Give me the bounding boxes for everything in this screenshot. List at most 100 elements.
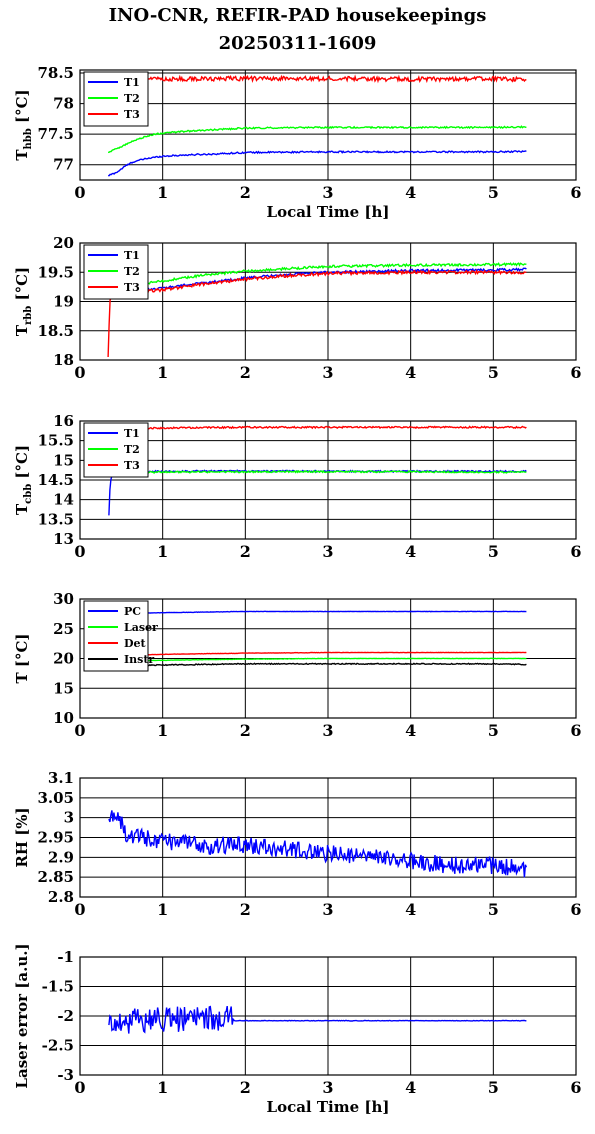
y-tick-label: 78 [53, 95, 74, 113]
y-tick-label: 14 [53, 491, 74, 509]
series-line-t3 [107, 74, 527, 84]
y-tick-label: 15 [53, 451, 74, 469]
y-tick-label: 18.5 [37, 322, 74, 340]
x-tick-label: 1 [157, 542, 168, 561]
x-tick-label: 4 [405, 721, 416, 740]
x-tick-label: 3 [322, 1078, 333, 1097]
plot-frame [79, 598, 577, 719]
y-tick-label: 20 [53, 650, 74, 668]
plot-frame [79, 777, 577, 898]
y-tick-label: -1 [57, 948, 74, 966]
x-tick-label: 3 [322, 900, 333, 919]
y-axis-label: RH [%] [13, 807, 31, 867]
series-line-pc [108, 610, 527, 615]
plot-frame [79, 69, 577, 181]
x-tick-label: 4 [405, 900, 416, 919]
legend-label: T2 [124, 443, 140, 456]
x-tick-label: 4 [405, 363, 416, 382]
x-tick-label: 0 [74, 363, 85, 382]
legend-label: Instr [124, 653, 154, 666]
legend: T1 T2 T3 [83, 422, 149, 478]
y-tick-label: 10 [53, 709, 74, 727]
y-tick-label: 18 [53, 351, 74, 369]
legend-label: T1 [124, 76, 140, 89]
y-axis-label: T [°C] [13, 633, 31, 683]
y-tick-label: -1.5 [42, 978, 74, 996]
x-tick-label: 0 [74, 1078, 85, 1097]
series-line-data [108, 1005, 527, 1034]
y-tick-label: 14.5 [37, 471, 74, 489]
y-tick-label: 78.5 [37, 64, 74, 82]
x-tick-label: 0 [74, 900, 85, 919]
x-tick-label: 1 [157, 721, 168, 740]
series-line-t2 [110, 469, 527, 475]
y-tick-label: 30 [53, 590, 74, 608]
chart-panel-4: 0 1 2 3 4 5 6 10 15 20 25 30 T [°C] PC Laser Det Instr [13, 590, 582, 740]
legend-label: Laser [124, 621, 158, 634]
x-tick-label: 3 [322, 721, 333, 740]
legend-label: T1 [124, 249, 140, 262]
chart-panel-2: 0 1 2 3 4 5 6 18 18.5 19 19.5 20 Trbb [°C] T1 T2 T3 [13, 234, 582, 382]
x-tick-label: 3 [322, 183, 333, 202]
y-tick-label: 77 [53, 156, 74, 174]
y-axis-label: Laser error [a.u.] [13, 943, 31, 1088]
series-line-t3 [107, 268, 527, 358]
x-axis-label: Local Time [h] [267, 1098, 390, 1116]
y-tick-label: 19 [53, 293, 74, 311]
x-tick-label: 3 [322, 363, 333, 382]
legend-label: T2 [124, 265, 140, 278]
series-line-t2 [109, 262, 527, 287]
x-tick-label: 6 [570, 900, 581, 919]
y-axis-label: Tcbb [°C] [13, 445, 34, 515]
y-tick-label: -2.5 [42, 1037, 74, 1055]
y-tick-label: 19.5 [37, 263, 74, 281]
chart-panel-6: 0 1 2 3 4 5 6 -3 -2.5 -2 -1.5 -1 Laser error [a.u.] L… [13, 943, 582, 1116]
chart-panel-5: 0 1 2 3 4 5 6 2.8 2.85 2.92.95 3 3.05 3.1 RH [%] [13, 769, 582, 919]
y-tick-label: 20 [53, 234, 74, 252]
x-tick-label: 5 [488, 363, 499, 382]
x-tick-label: 3 [322, 542, 333, 561]
x-tick-label: 5 [488, 1078, 499, 1097]
series-line-det [107, 651, 527, 658]
y-tick-label: 2.85 [37, 868, 74, 886]
legend-label: T3 [124, 459, 140, 472]
y-tick-label: 16 [53, 412, 74, 430]
x-tick-label: 0 [74, 183, 85, 202]
series-line-instr [107, 662, 527, 667]
y-tick-label: 3 [64, 809, 74, 827]
y-tick-label: 13.5 [37, 510, 74, 528]
x-tick-label: 2 [240, 363, 251, 382]
legend-label: T3 [124, 108, 140, 121]
x-tick-label: 5 [488, 542, 499, 561]
y-tick-label: 2.95 [37, 829, 74, 847]
y-tick-label: 3.1 [48, 769, 74, 787]
y-tick-label: 15.5 [37, 432, 74, 450]
y-axis-label: Trbb [°C] [13, 267, 34, 336]
plot-frame [79, 420, 577, 540]
x-tick-label: 2 [240, 900, 251, 919]
x-tick-label: 4 [405, 183, 416, 202]
x-tick-label: 2 [240, 183, 251, 202]
y-axis-label: Thbb [°C] [13, 89, 34, 160]
x-tick-label: 4 [405, 1078, 416, 1097]
chart-subtitle: 20250311-1609 [218, 33, 377, 54]
y-tick-label: 2.9 [48, 848, 74, 866]
series-line-laser [107, 657, 527, 663]
y-tick-label: -3 [57, 1066, 74, 1084]
series-line-t1 [108, 150, 527, 177]
x-tick-label: 2 [240, 1078, 251, 1097]
legend-label: PC [124, 605, 141, 618]
x-tick-label: 1 [157, 1078, 168, 1097]
y-tick-label: 3.05 [37, 789, 74, 807]
y-tick-label: 25 [53, 620, 74, 638]
legend: T1 T2 T3 [83, 71, 149, 127]
legend: T1 T2 T3 [83, 244, 149, 300]
series-line-t3 [107, 425, 527, 431]
legend-label: T1 [124, 427, 140, 440]
x-tick-label: 2 [240, 721, 251, 740]
x-tick-label: 1 [157, 900, 168, 919]
y-tick-label: 15 [53, 679, 74, 697]
